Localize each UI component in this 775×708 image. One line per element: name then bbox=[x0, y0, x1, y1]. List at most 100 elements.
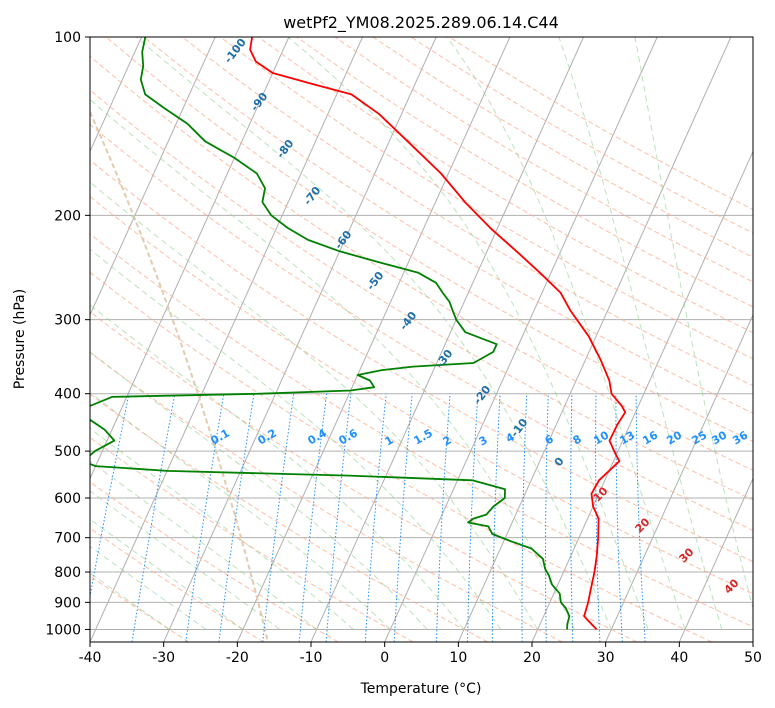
dry-adiabat bbox=[181, 37, 753, 387]
dry-adiabat-label: -30 bbox=[433, 347, 456, 371]
y-tick-label: 500 bbox=[54, 444, 81, 460]
mixing-ratio-lines bbox=[90, 393, 646, 642]
mixing-ratio-line bbox=[545, 393, 549, 642]
isotherm-30 bbox=[605, 313, 753, 642]
x-tick-label: 50 bbox=[744, 650, 762, 666]
y-tick-label: 100 bbox=[54, 30, 81, 46]
x-axis-label: Temperature (°C) bbox=[360, 681, 482, 697]
mixing-ratio-label: 3 bbox=[477, 433, 490, 448]
dry-adiabat-label: -20 bbox=[471, 383, 494, 407]
dry-adiabats bbox=[90, 37, 753, 642]
isotherm--20 bbox=[236, 37, 511, 642]
dry-adiabat-label: -40 bbox=[397, 309, 420, 333]
mixing-ratio-line bbox=[325, 393, 352, 642]
moist-adiabat-label: 30 bbox=[677, 545, 697, 565]
isotherm--40 bbox=[90, 37, 364, 642]
mixing-ratio-label: 2 bbox=[441, 433, 454, 448]
moist-adiabat bbox=[136, 37, 612, 630]
y-tick-label: 300 bbox=[54, 313, 81, 329]
dry-adiabat bbox=[90, 233, 753, 628]
moist-adiabats bbox=[90, 37, 753, 630]
mixing-ratio-line bbox=[364, 393, 387, 642]
mixing-ratio-line bbox=[298, 393, 328, 642]
x-tick-label: 40 bbox=[670, 650, 688, 666]
moist-adiabat bbox=[90, 572, 170, 630]
mixing-ratio-label: 8 bbox=[571, 432, 584, 447]
y-tick-label: 400 bbox=[54, 387, 81, 403]
dry-adiabat bbox=[90, 311, 638, 642]
dry-adiabat bbox=[90, 89, 753, 501]
mixing-ratio-label: 6 bbox=[543, 432, 556, 447]
left-edge-guide bbox=[90, 111, 269, 642]
dry-adiabat bbox=[90, 271, 712, 642]
dry-adiabat bbox=[90, 527, 264, 642]
isotherm--60 bbox=[90, 37, 216, 317]
x-tick-label: -40 bbox=[79, 650, 102, 666]
y-tick-label: 200 bbox=[54, 208, 81, 224]
mixing-ratio-label: 16 bbox=[640, 428, 660, 447]
mixing-ratio-label: 30 bbox=[709, 428, 729, 447]
moist-adiabat-label: 40 bbox=[722, 576, 742, 596]
mixing-ratio-label: 10 bbox=[591, 428, 611, 447]
isotherm-10 bbox=[457, 37, 732, 642]
mixing-ratio-label: 0.4 bbox=[306, 426, 330, 447]
mixing-ratio-line bbox=[435, 393, 451, 642]
dry-adiabat bbox=[90, 436, 414, 642]
mixing-ratio-line bbox=[185, 393, 225, 642]
mixing-ratio-label: 13 bbox=[617, 429, 637, 448]
x-tick-label: -30 bbox=[152, 650, 175, 666]
grid-lines bbox=[0, 37, 753, 642]
y-tick-label: 800 bbox=[54, 565, 81, 581]
x-tick-label: -20 bbox=[226, 650, 249, 666]
dry-adiabat bbox=[448, 37, 753, 211]
isotherm-40 bbox=[678, 477, 753, 642]
moist-adiabat bbox=[90, 545, 207, 630]
moist-adiabat-label: 10 bbox=[591, 484, 611, 504]
mixing-ratio-label: 36 bbox=[730, 428, 750, 447]
isotherm--50 bbox=[90, 37, 290, 480]
isotherm--80 bbox=[0, 37, 68, 642]
x-tick-label: 30 bbox=[597, 650, 615, 666]
moist-adiabat bbox=[90, 518, 244, 630]
mixing-ratio-line bbox=[521, 393, 528, 642]
mixing-ratio-line bbox=[491, 393, 501, 642]
mixing-ratio-line bbox=[467, 393, 479, 642]
dry-adiabat-label: -60 bbox=[332, 228, 355, 252]
moist-adiabat-label: 20 bbox=[633, 515, 653, 535]
dry-adiabat bbox=[220, 37, 753, 360]
y-tick-label: 700 bbox=[54, 531, 81, 547]
mixing-ratio-label: 25 bbox=[689, 429, 709, 448]
dry-adiabat bbox=[90, 124, 753, 531]
axes: -40 -30 -20 -10 0 10 20 30 40 5010009008007006005… bbox=[45, 30, 762, 666]
dry-adiabat bbox=[90, 351, 563, 642]
y-tick-label: 900 bbox=[54, 595, 81, 611]
mixing-ratio-line bbox=[393, 393, 413, 642]
moist-adiabat bbox=[90, 181, 539, 630]
moist-adiabat bbox=[446, 37, 686, 630]
x-tick-label: 10 bbox=[449, 650, 467, 666]
moist-adiabat bbox=[90, 98, 575, 630]
dry-adiabat bbox=[258, 37, 753, 334]
isotherm-0 bbox=[384, 37, 658, 642]
moist-adiabat bbox=[90, 427, 354, 630]
moist-adiabat bbox=[90, 392, 391, 630]
moist-adiabat bbox=[634, 37, 753, 611]
y-tick-label: 1000 bbox=[45, 622, 81, 638]
isotherm--30 bbox=[163, 37, 437, 642]
x-tick-label: -10 bbox=[300, 650, 323, 666]
moist-adiabat bbox=[90, 351, 428, 630]
dry-adiabat bbox=[90, 159, 753, 563]
moist-adiabat bbox=[90, 304, 465, 630]
moist-adiabat bbox=[558, 37, 723, 630]
mixing-ratio-line bbox=[90, 393, 130, 600]
mixing-ratio-line bbox=[615, 393, 623, 642]
reference-line-labels: 0.1 0.2 0.4 0.6 1 1.5 2 3 4 6 8 10 13 16 20 25 30 36-100-… bbox=[209, 36, 751, 597]
dry-adiabat bbox=[90, 195, 753, 595]
moist-adiabat bbox=[287, 37, 649, 630]
dry-adiabat bbox=[296, 37, 753, 308]
dry-adiabat-label: -100 bbox=[222, 36, 249, 66]
dewpoint-line bbox=[90, 37, 571, 630]
mixing-ratio-line bbox=[218, 393, 255, 642]
mixing-ratio-line bbox=[570, 393, 574, 642]
